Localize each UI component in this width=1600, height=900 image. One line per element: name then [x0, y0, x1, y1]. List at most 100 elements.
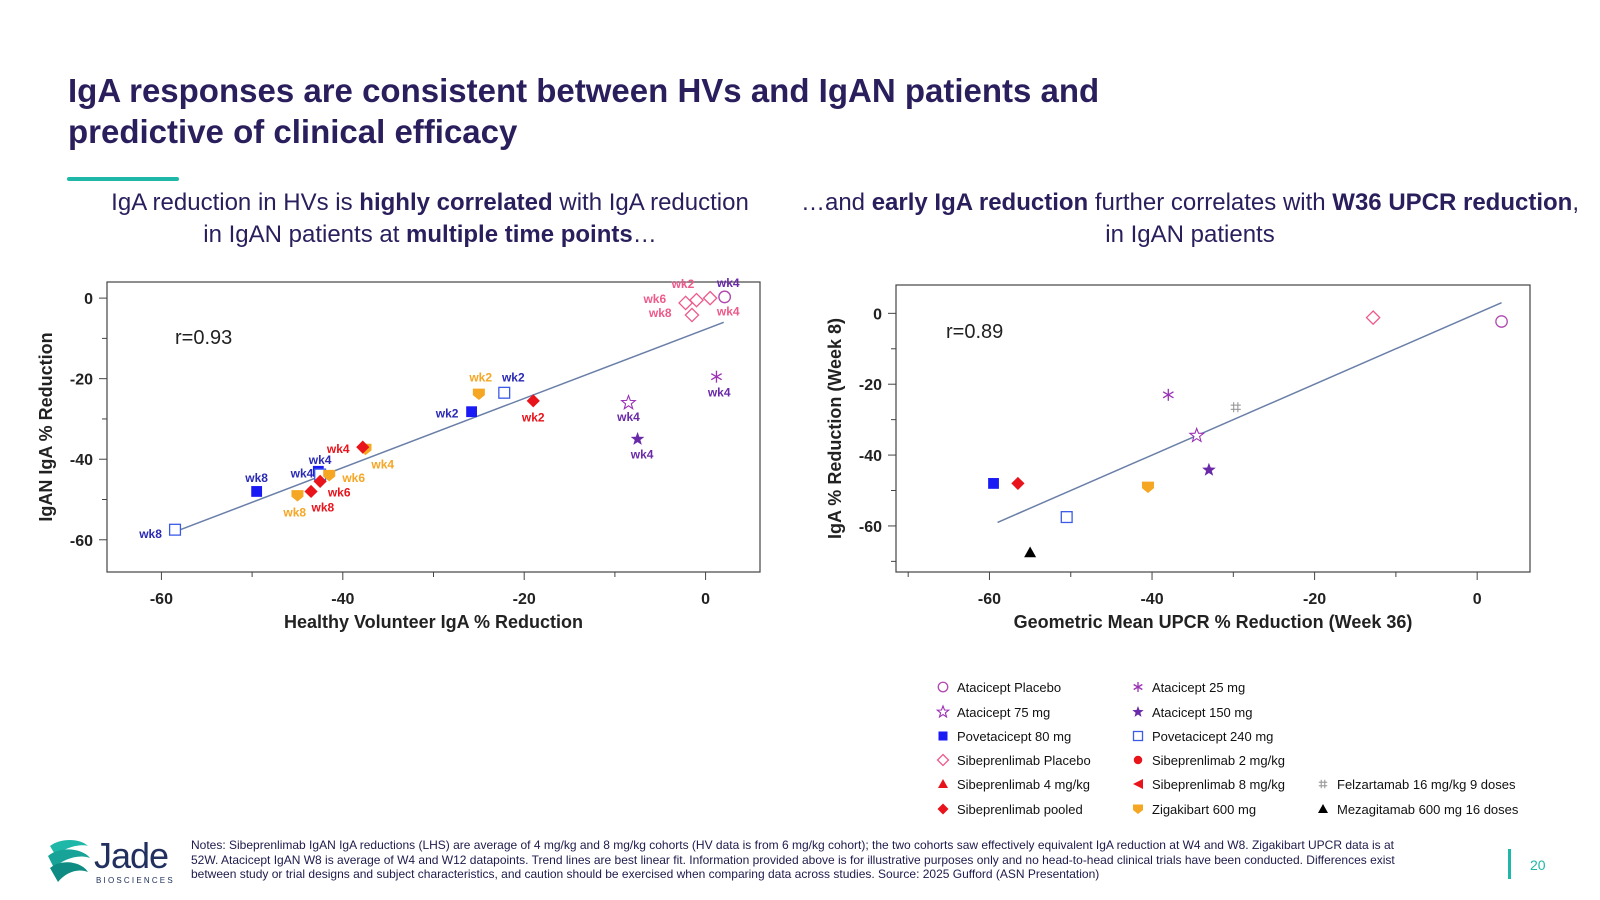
- legend-label: Felzartamab 16 mg/kg 9 doses: [1337, 776, 1516, 792]
- right-y-tick-label: -20: [859, 377, 882, 394]
- legend-item: Sibeprenlimab pooled: [935, 799, 1083, 819]
- subtitle-left-run-2: with IgA reduction in IgAN patients at: [203, 189, 749, 248]
- right-data-point-3: [1230, 402, 1241, 413]
- right-data-point-2: [1162, 388, 1174, 401]
- legend-marker-shape: [937, 681, 949, 693]
- footnotes: Notes: Sibeprenlimab IgAN IgA reductions…: [191, 838, 1395, 881]
- left-y-tick-label: -40: [70, 452, 93, 469]
- left-point-label-19: wk8: [311, 501, 335, 515]
- left-x-tick-label: 0: [701, 591, 710, 608]
- left-data-point-2: [702, 290, 718, 306]
- subtitle-left-run-0: IgA reduction in HVs is: [111, 189, 360, 216]
- legend-label: Zigakibart 600 mg: [1152, 801, 1257, 817]
- left-point-label-2: wk4: [716, 304, 740, 318]
- left-y-tick-label: -60: [70, 533, 93, 550]
- legend-item: Atacicept 75 mg: [935, 702, 1050, 722]
- left-point-label-17: wk6: [341, 471, 365, 485]
- left-data-point-5: [684, 307, 700, 323]
- legend-marker-shape: [935, 704, 951, 719]
- left-y-axis-label: IgAN IgA % Reduction: [36, 332, 56, 521]
- legend-item: Povetacicept 80 mg: [935, 726, 1071, 746]
- right-data-point-6: [1141, 481, 1154, 493]
- legend-marker-shape: [937, 803, 949, 815]
- subtitle-right-run-0: …and: [800, 189, 872, 216]
- left-trend-line: [174, 321, 724, 533]
- subtitle-left: IgA reduction in HVs is highly correlate…: [100, 187, 760, 251]
- left-point-label-9: wk2: [501, 370, 525, 384]
- legend-marker-shape: [938, 779, 948, 788]
- legend-marker-icon: [1318, 779, 1328, 789]
- scatter-chart-hv-vs-igan: -60 -40 -20 0 0 -20 -40 -60 Healthy Volunteer Ig…: [36, 276, 761, 632]
- left-data-point-7: [620, 394, 637, 411]
- right-data-point-5: [1202, 462, 1216, 476]
- legend-item: Zigakibart 600 mg: [1130, 799, 1256, 819]
- legend-marker-icon: [937, 681, 949, 693]
- left-data-point-1: [718, 290, 731, 304]
- legend-label: Sibeprenlimab Placebo: [957, 752, 1091, 768]
- legend-label: Sibeprenlimab pooled: [957, 801, 1083, 817]
- legend-marker-icon: [1133, 755, 1143, 765]
- scatter-chart-iga-vs-upcr: -60 -40 -20 0 0 -20 -40 -60 Geometric Mean UPCR …: [825, 284, 1531, 632]
- subtitle-right-run-1: early IgA reduction: [871, 189, 1089, 216]
- left-point-label-13: wk4: [370, 457, 394, 471]
- left-data-point-8: [630, 431, 645, 445]
- left-plot-area: [106, 281, 761, 573]
- left-data-point-22: [168, 523, 182, 536]
- legend-marker-icon: [1318, 804, 1328, 813]
- legend-marker-icon: [936, 753, 950, 767]
- left-data-point-20: [291, 490, 304, 502]
- legend-label: Sibeprenlimab 8 mg/kg: [1152, 776, 1285, 792]
- legend-marker-shape: [1133, 804, 1143, 814]
- right-x-tick-label: -60: [978, 591, 1001, 608]
- logo-subtext: BIOSCIENCES: [96, 876, 175, 885]
- legend-marker-shape: [1132, 730, 1144, 742]
- left-point-label-21: wk8: [244, 471, 268, 485]
- legend-marker-icon: [1133, 779, 1143, 789]
- chart-legend: Atacicept Placebo Atacicept 25 mg Atacicep…: [935, 677, 1555, 827]
- subtitle-left-run-1: highly correlated: [359, 189, 553, 216]
- left-x-axis-label: Healthy Volunteer IgA % Reduction: [284, 612, 583, 632]
- right-correlation-annotation: r=0.89: [946, 321, 1003, 343]
- right-data-point-0: [1495, 315, 1508, 328]
- left-data-point-11: [466, 406, 477, 418]
- right-data-point-4: [1188, 426, 1206, 443]
- legend-label: Mezagitamab 600 mg 16 doses: [1337, 801, 1519, 817]
- left-y-tick-label: -20: [70, 372, 93, 389]
- right-data-point-10: [1024, 546, 1037, 558]
- left-point-label-15: wk4: [308, 453, 332, 467]
- legend-label: Atacicept 75 mg: [957, 704, 1051, 720]
- page-number-divider: [1508, 849, 1511, 879]
- legend-marker-icon: [1133, 682, 1143, 692]
- page-number: 20: [1530, 857, 1546, 873]
- left-point-label-20: wk8: [282, 505, 306, 519]
- legend-item: Atacicept Placebo: [935, 677, 1061, 697]
- right-y-axis-label: IgA % Reduction (Week 8): [825, 318, 845, 539]
- legend-label: Povetacicept 80 mg: [957, 728, 1072, 744]
- right-y-tick-label: -60: [859, 519, 882, 536]
- left-point-label-1: wk4: [716, 276, 740, 290]
- title-accent-bar: [67, 177, 179, 181]
- left-point-label-10: wk2: [468, 370, 492, 384]
- legend-marker-icon: [935, 704, 951, 719]
- left-point-label-6: wk4: [707, 385, 731, 399]
- left-y-tick-label: 0: [84, 291, 93, 308]
- legend-marker-shape: [1318, 779, 1328, 789]
- left-point-label-4: wk6: [642, 292, 666, 306]
- left-data-point-17: [323, 469, 336, 482]
- right-x-axis-label: Geometric Mean UPCR % Reduction (Week 36…: [1014, 612, 1413, 632]
- legend-marker-shape: [1133, 755, 1143, 765]
- left-data-point-14: [356, 440, 370, 454]
- right-data-point-9: [1060, 511, 1073, 524]
- subtitle-right: …and early IgA reduction further correla…: [800, 187, 1580, 251]
- left-data-point-19: [304, 484, 318, 499]
- left-data-point-3: [688, 292, 705, 308]
- legend-marker-icon: [1133, 804, 1143, 814]
- right-y-tick-label: -40: [859, 448, 882, 465]
- legend-item: Atacicept 150 mg: [1130, 702, 1252, 722]
- legend-item: Sibeprenlimab 8 mg/kg: [1130, 774, 1285, 794]
- right-data-point-1: [1365, 310, 1381, 326]
- right-x-tick-label: 0: [1473, 591, 1482, 608]
- left-point-label-11: wk2: [435, 406, 459, 420]
- right-x-tick-label: -20: [1303, 591, 1326, 608]
- left-point-label-18: wk6: [327, 485, 351, 499]
